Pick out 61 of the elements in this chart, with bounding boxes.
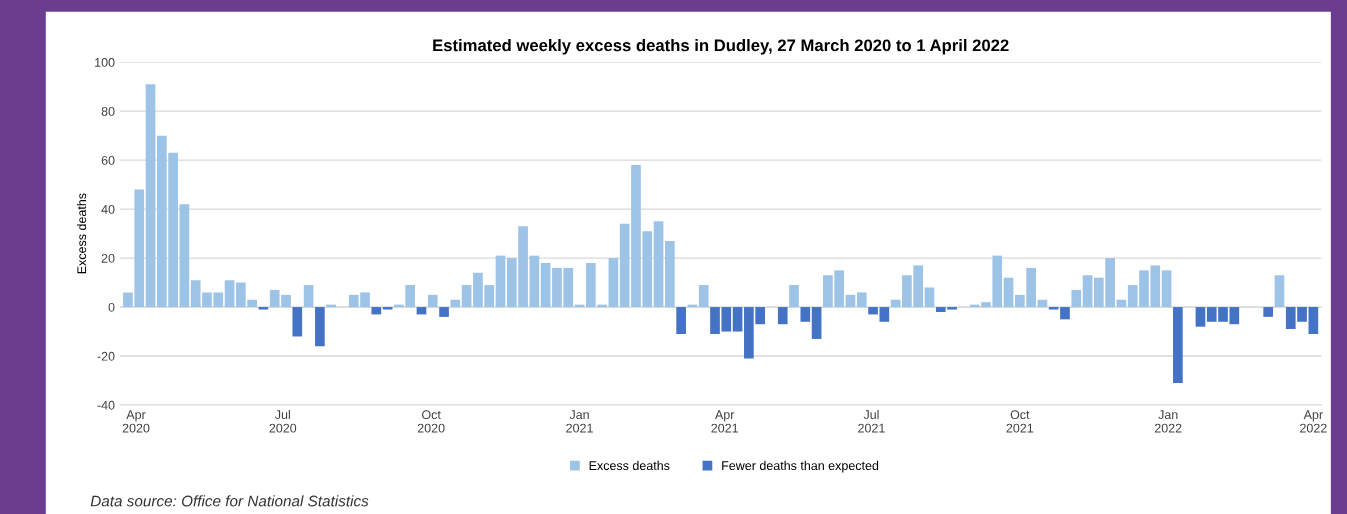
bar [1308, 307, 1319, 335]
bar [732, 307, 743, 332]
y-tick-label: 40 [101, 204, 115, 214]
bar [439, 307, 449, 317]
bar [224, 280, 235, 308]
bar [1274, 275, 1285, 308]
y-tick-label: 0 [108, 302, 115, 312]
bar [461, 285, 472, 308]
bar [845, 294, 856, 308]
bar [676, 307, 686, 335]
bar [1003, 277, 1014, 308]
bar [540, 263, 551, 308]
y-tick-label: -20 [97, 351, 115, 361]
legend-label: Fewer deaths than expected [722, 460, 879, 473]
x-tick-label: Apr 2022 [1300, 410, 1327, 433]
bar [495, 255, 506, 308]
bar [529, 255, 540, 308]
x-tick-label: Oct 2021 [1006, 410, 1034, 433]
bar [777, 307, 788, 325]
bar [608, 258, 619, 308]
bar [382, 307, 393, 310]
x-tick-label: Apr 2020 [122, 410, 150, 433]
bar [145, 84, 156, 308]
chart-title: Estimated weekly excess deaths in Dudley, 27 March 2020 to 1 April 2022 [433, 39, 1009, 55]
bar [868, 307, 878, 315]
legend-label: Excess deaths [589, 460, 670, 471]
bar [1263, 307, 1274, 317]
bar [800, 307, 811, 322]
x-tick-label: Jan 2021 [566, 410, 593, 433]
bar [811, 307, 822, 339]
bar [665, 240, 675, 308]
y-tick-label: 20 [101, 253, 115, 263]
bar [879, 307, 890, 322]
bar [1173, 307, 1183, 383]
bar [1082, 275, 1093, 308]
bar [698, 285, 709, 308]
bar [789, 285, 799, 308]
bar [371, 307, 382, 315]
bar [653, 221, 664, 308]
y-tick-label: -40 [97, 400, 115, 410]
bar [303, 285, 314, 308]
source-note: Data source: Office for National Statistics [90, 495, 369, 507]
bar [258, 307, 269, 310]
bar [315, 307, 325, 347]
x-tick-label: Jul 2021 [858, 409, 885, 433]
bar [1161, 270, 1172, 308]
y-tick-label: 60 [101, 155, 115, 165]
bar [924, 287, 935, 308]
bar [292, 307, 303, 337]
x-tick-label: Oct 2020 [417, 410, 445, 433]
x-tick-label: Jan 2022 [1154, 410, 1182, 433]
bar [179, 204, 190, 308]
y-tick-label: 80 [101, 106, 115, 116]
x-tick-label: Jul 2020 [269, 409, 297, 433]
bar [1195, 307, 1206, 327]
bar [1071, 289, 1082, 308]
x-tick-label: Apr 2021 [711, 410, 738, 433]
bar [856, 292, 867, 308]
y-tick-label: 100 [95, 57, 115, 67]
bar [427, 294, 438, 308]
y-axis-title: Excess deaths [76, 193, 87, 274]
